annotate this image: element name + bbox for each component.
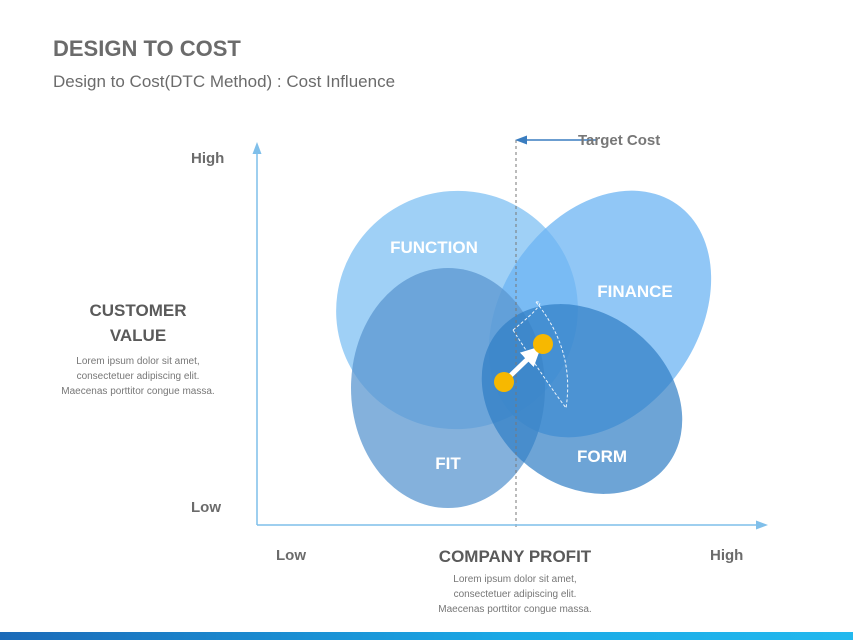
y-axis-title-line1: CUSTOMER <box>89 301 187 320</box>
x-axis-title: COMPANY PROFIT <box>438 547 592 566</box>
fit-label: FIT <box>435 454 461 473</box>
page-title: DESIGN TO COST <box>53 36 241 61</box>
y-axis-low-label: Low <box>191 499 221 516</box>
x-axis-high-label: High <box>710 547 744 564</box>
target-cost-label: Target Cost <box>578 132 661 149</box>
y-axis-title-line2: VALUE <box>109 326 167 345</box>
page-subtitle: Design to Cost(DTC Method) : Cost Influe… <box>53 72 396 91</box>
start-point-marker <box>494 372 514 392</box>
y-axis-high-label: High <box>191 150 225 167</box>
x-axis-desc-line: consectetuer adipiscing elit. <box>453 589 577 600</box>
y-axis-desc-line: Maecenas porttitor congue massa. <box>61 386 215 397</box>
fit-ellipse <box>351 268 545 508</box>
x-axis-title-block: COMPANY PROFIT Lorem ipsum dolor sit ame… <box>400 544 630 617</box>
y-axis-desc-line: Lorem ipsum dolor sit amet, <box>76 356 200 367</box>
form-label: FORM <box>577 447 627 466</box>
function-label: FUNCTION <box>390 238 478 257</box>
target-zone-lens <box>512 301 569 409</box>
y-axis-desc-line: consectetuer adipiscing elit. <box>76 371 200 382</box>
x-axis-desc-line: Lorem ipsum dolor sit amet, <box>453 574 577 585</box>
end-point-marker <box>533 334 553 354</box>
y-axis-title-block: CUSTOMER VALUE Lorem ipsum dolor sit ame… <box>38 298 238 399</box>
x-axis-desc-line: Maecenas porttitor congue massa. <box>438 604 592 615</box>
finance-label: FINANCE <box>597 282 673 301</box>
improvement-arrow <box>508 346 542 378</box>
x-axis-low-label: Low <box>276 547 306 564</box>
bottom-accent-bar <box>0 632 853 640</box>
